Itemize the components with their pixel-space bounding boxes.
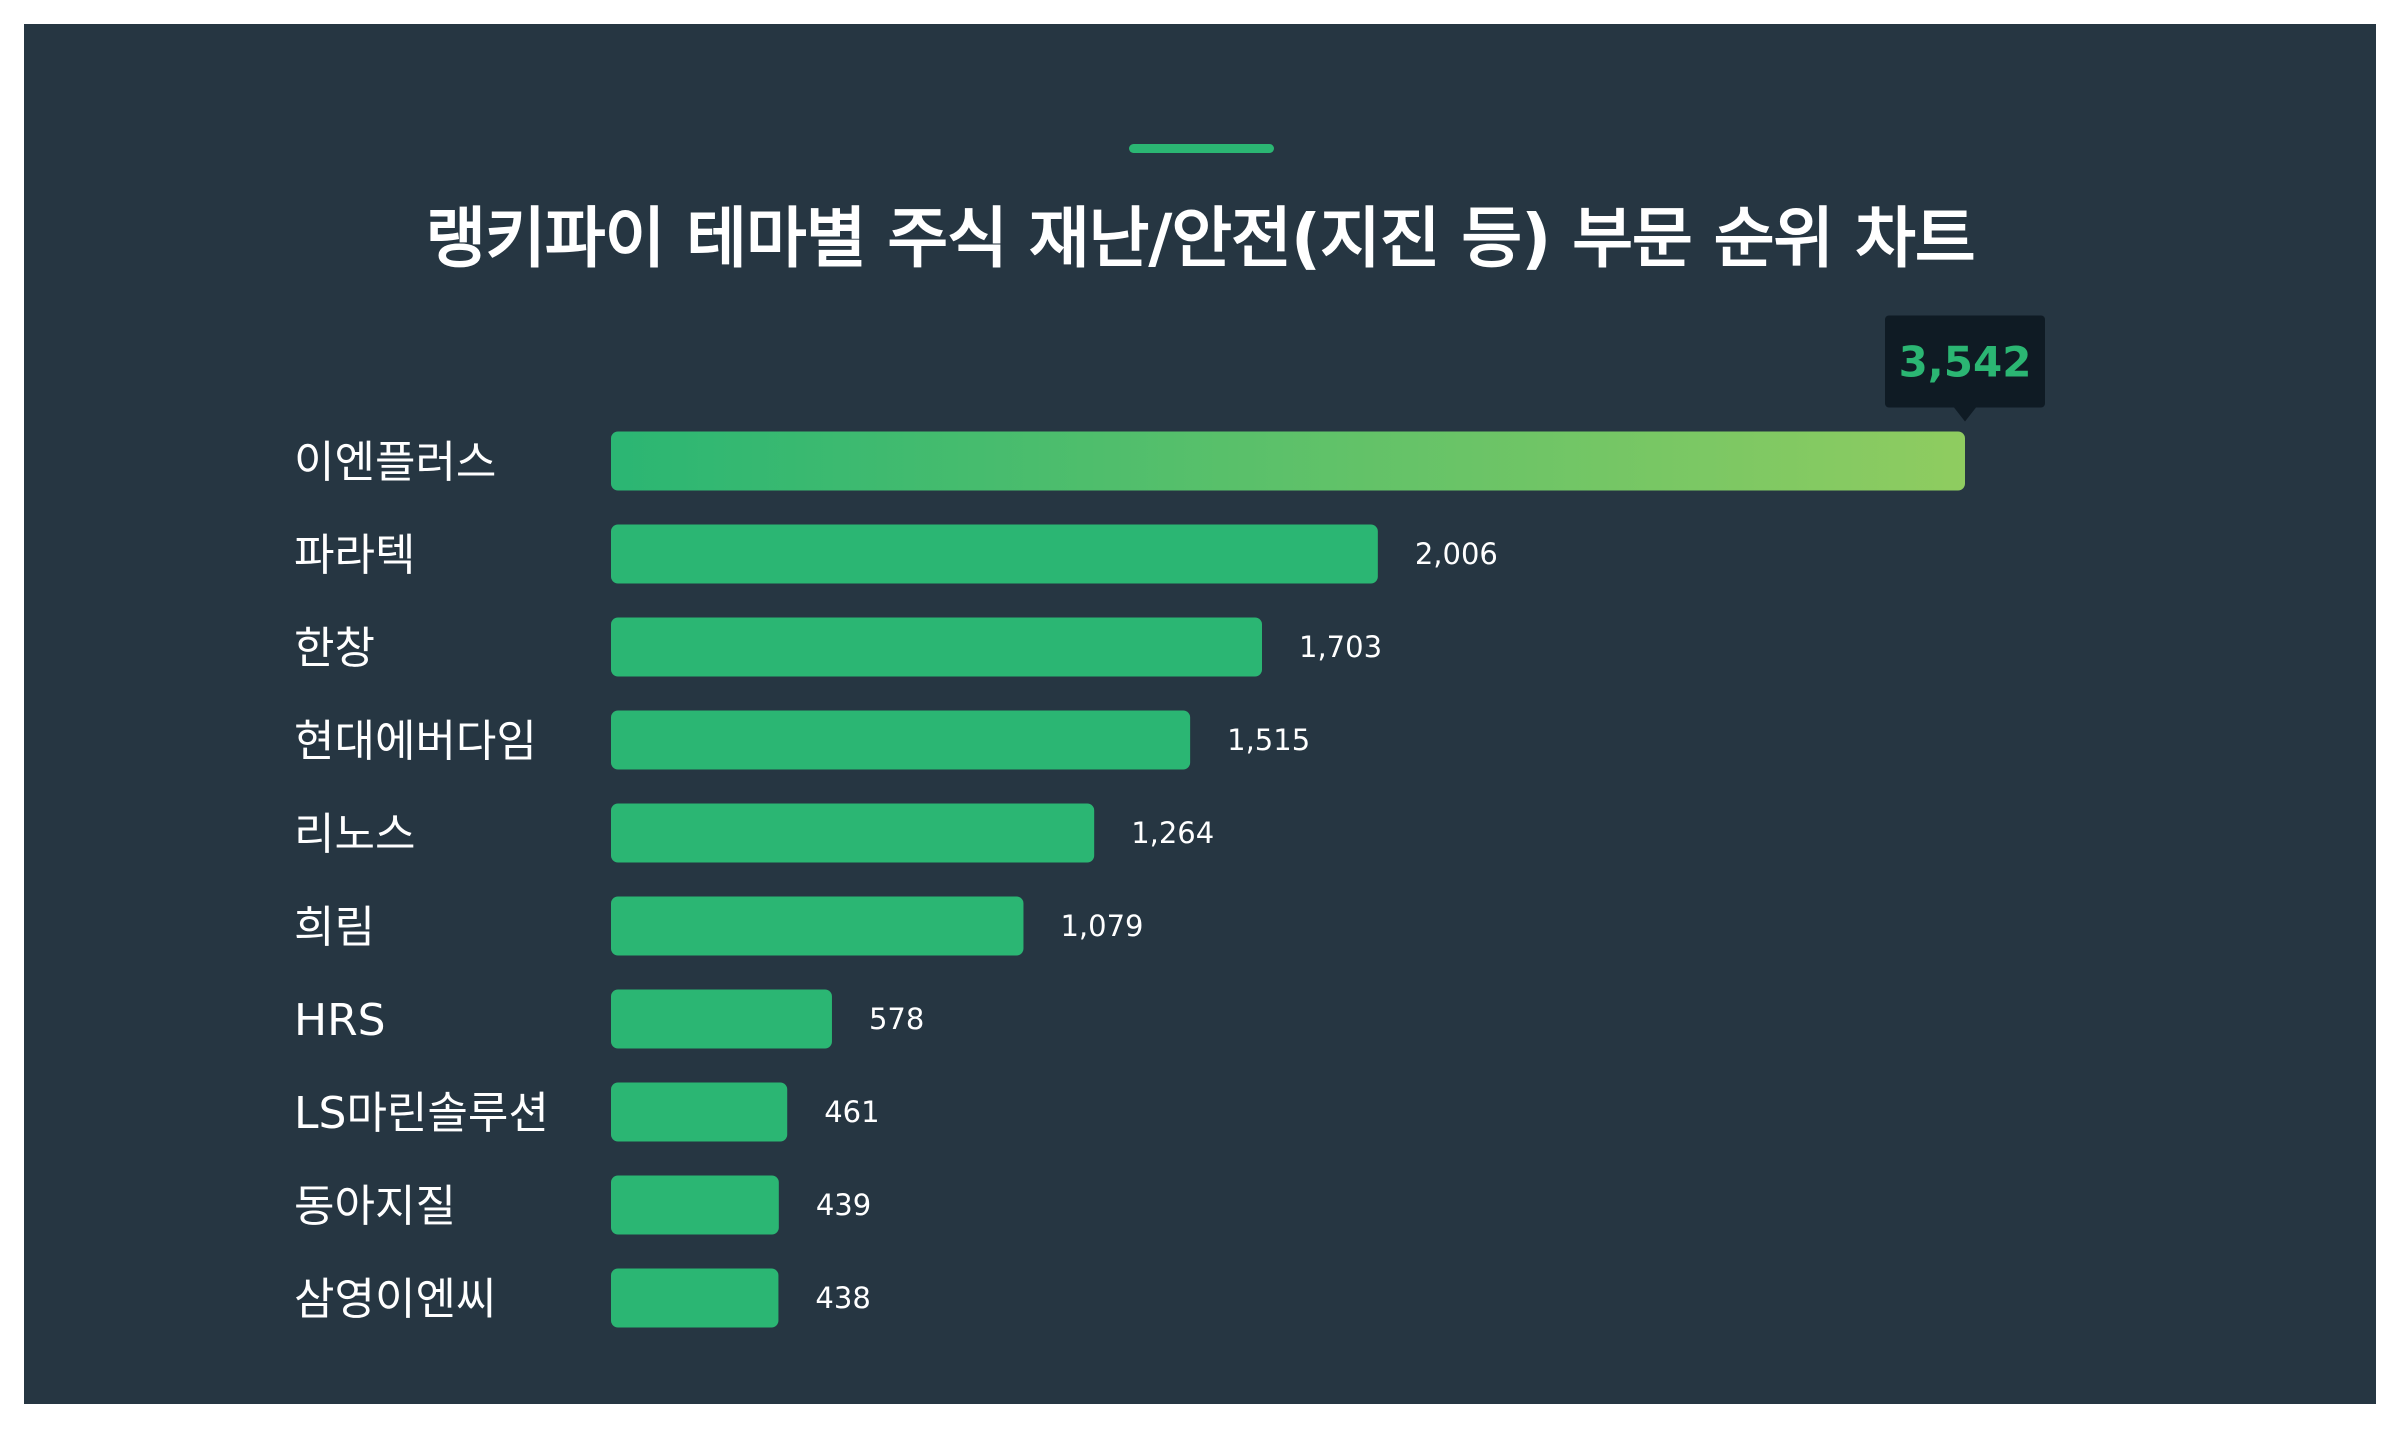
chart-title: 랭키파이 테마별 주식 재난/안전(지진 등) 부문 순위 차트 xyxy=(425,200,1975,277)
value-label: 439 xyxy=(816,1188,871,1222)
bar xyxy=(611,896,1024,956)
category-label: LS마린솔루션 xyxy=(294,1088,549,1139)
value-label: 1,079 xyxy=(1060,909,1143,943)
category-label: 삼영이엔씨 xyxy=(294,1274,496,1325)
value-label: 1,515 xyxy=(1227,723,1310,757)
bar xyxy=(611,1175,779,1235)
value-label: 1,264 xyxy=(1131,816,1214,850)
value-label: 461 xyxy=(824,1095,879,1129)
bars-layer: 이엔플러스 3,542 파라텍 2,006 한창 1,703 현대에버다임 1,515 리노스 1… xyxy=(294,315,2045,1328)
category-label: 리노스 xyxy=(294,809,415,860)
category-label: 현대에버다임 xyxy=(294,716,537,767)
bar xyxy=(611,431,1965,491)
bar xyxy=(611,617,1263,677)
bar xyxy=(611,989,832,1049)
bar xyxy=(611,803,1095,863)
bar xyxy=(611,1082,788,1142)
value-callout-box xyxy=(1885,315,2045,408)
bar xyxy=(611,710,1191,770)
chart-panel: 랭키파이 테마별 주식 재난/안전(지진 등) 부문 순위 차트 이엔플러스 3,… xyxy=(24,24,2376,1404)
value-label: 438 xyxy=(815,1281,870,1315)
value-label: 1,703 xyxy=(1299,630,1382,664)
category-label: HRS xyxy=(294,995,386,1046)
category-label: 파라텍 xyxy=(294,530,415,581)
category-label: 이엔플러스 xyxy=(294,437,496,488)
value-label: 3,542 xyxy=(1899,338,2032,387)
category-label: 동아지질 xyxy=(294,1181,456,1232)
value-label: 578 xyxy=(869,1002,924,1036)
value-callout-pointer xyxy=(1954,407,1976,422)
category-label: 희림 xyxy=(294,902,375,953)
category-label: 한창 xyxy=(294,623,375,674)
bar xyxy=(611,524,1378,584)
title-accent-bar xyxy=(1129,144,1274,153)
bar xyxy=(611,1268,779,1328)
bar-chart: 이엔플러스 3,542 파라텍 2,006 한창 1,703 현대에버다임 1,515 리노스 1… xyxy=(294,315,2045,1328)
value-label: 2,006 xyxy=(1415,537,1498,571)
